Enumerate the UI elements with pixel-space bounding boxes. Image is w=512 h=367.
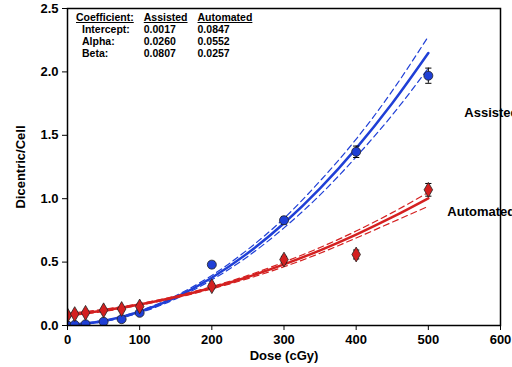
svg-text:1.5: 1.5: [40, 127, 58, 142]
svg-text:Dose (cGy): Dose (cGy): [250, 348, 319, 363]
svg-text:0.0: 0.0: [40, 318, 58, 333]
html-text:Alpha:: Alpha:: [82, 35, 115, 47]
html-text:0.0847: 0.0847: [197, 23, 230, 35]
html-text:0.0017: 0.0017: [143, 23, 176, 35]
svg-text:300: 300: [273, 332, 295, 347]
svg-text:500: 500: [417, 332, 439, 347]
svg-text:Assisted: Assisted: [464, 105, 512, 120]
html-text:0.0257: 0.0257: [197, 47, 230, 59]
html-text:Beta:: Beta:: [82, 47, 109, 59]
svg-text:600: 600: [490, 332, 512, 347]
svg-text:0.5: 0.5: [40, 254, 58, 269]
html-text:Assisted: Assisted: [143, 11, 188, 23]
svg-text:200: 200: [201, 332, 223, 347]
html-text:Automated: Automated: [197, 11, 253, 23]
svg-text:2.0: 2.0: [40, 64, 58, 79]
svg-text:100: 100: [129, 332, 151, 347]
svg-text:Dicentric/Cell: Dicentric/Cell: [13, 125, 28, 208]
html-text:0.0260: 0.0260: [143, 35, 176, 47]
html-text:0.0552: 0.0552: [197, 35, 230, 47]
svg-text:1.0: 1.0: [40, 191, 58, 206]
svg-text:0: 0: [64, 332, 71, 347]
svg-text:400: 400: [345, 332, 367, 347]
html-text:Coefficient:: Coefficient:: [76, 11, 134, 23]
html-text:0.0807: 0.0807: [143, 47, 176, 59]
svg-text:Automated: Automated: [447, 204, 512, 219]
html-text:Intercept:: Intercept:: [82, 23, 130, 35]
svg-text:2.5: 2.5: [40, 1, 58, 16]
